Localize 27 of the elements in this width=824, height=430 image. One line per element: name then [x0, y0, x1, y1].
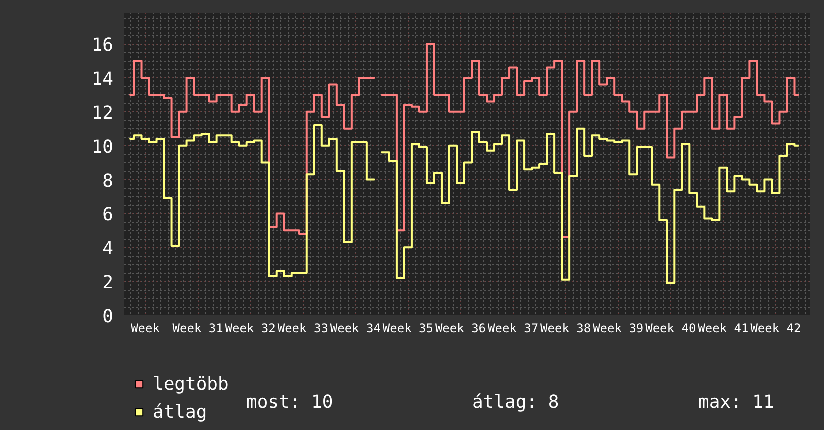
- x-tick-label: Week 36: [435, 322, 486, 336]
- x-tick-label: Week 33: [278, 322, 328, 336]
- y-tick-label: 4: [102, 238, 114, 260]
- x-tick-label: Week 39: [593, 322, 644, 336]
- y-tick-label: 12: [92, 102, 114, 124]
- x-tick-label: Week 42: [750, 322, 802, 336]
- y-tick-label: 8: [102, 170, 114, 192]
- x-tick-label: Week 38: [540, 322, 592, 336]
- legend-label: legtöbb: [153, 372, 229, 396]
- y-tick-label: 16: [92, 35, 114, 56]
- x-tick-label: Week 41: [698, 322, 749, 336]
- x-tick-label: Week 34: [330, 322, 381, 336]
- x-tick-label: Week 31: [172, 322, 224, 336]
- x-tick-label: Week 37: [488, 322, 539, 336]
- text: max: 11: [698, 392, 774, 413]
- y-tick-label: 10: [92, 136, 114, 158]
- y-tick-label: 14: [92, 68, 114, 90]
- x-tick-label: Week 35: [382, 322, 434, 336]
- y-tick-label: 2: [102, 272, 114, 294]
- legend-label: átlag: [153, 400, 208, 424]
- x-tick-label: Week: [131, 322, 161, 336]
- text: most: 10: [246, 392, 334, 413]
- text: átlag: 8: [472, 392, 560, 413]
- y-tick-label: 0: [102, 306, 114, 328]
- x-tick-label: Week 40: [646, 322, 696, 336]
- y-tick-label: 6: [102, 204, 114, 226]
- x-tick-label: Week 32: [225, 322, 276, 336]
